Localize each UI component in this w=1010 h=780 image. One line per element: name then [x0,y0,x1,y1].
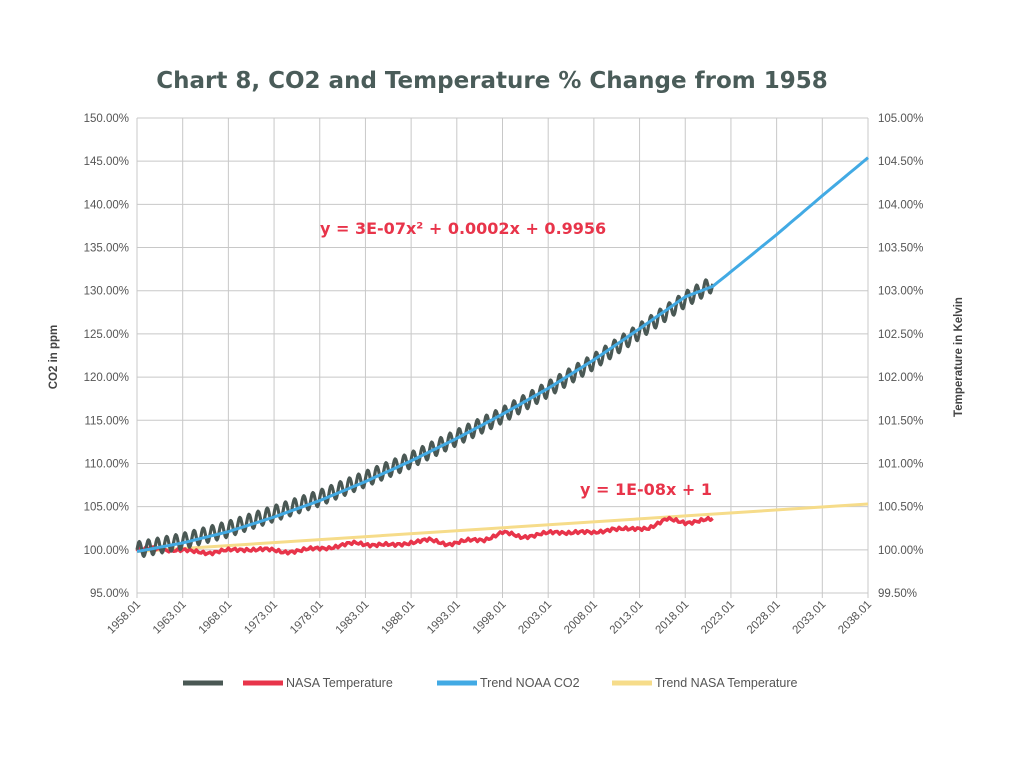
x-tick-label: 1958.01 [105,599,143,637]
x-tick-label: 1993.01 [425,599,463,637]
y-right-tick-label: 103.50% [878,243,923,255]
x-tick-label: 1983.01 [334,599,372,637]
legend-label: Trend NOAA CO2 [480,676,580,690]
legend: NASA Temperature Trend NOAA CO2 Trend NASA… [183,676,797,690]
x-tick-label: 1988.01 [379,599,417,637]
y-left-tick-label: 140.00% [84,199,129,211]
y-left-tick-label: 100.00% [84,545,129,557]
y-right-tick-label: 102.50% [878,329,923,341]
x-tick-label: 2023.01 [699,599,737,637]
y-left-tick-label: 150.00% [84,113,129,125]
y-right-tick-label: 101.50% [878,415,923,427]
x-tick-label: 2008.01 [562,599,600,637]
nasa-temperature-line [135,515,714,557]
trend-noaa-co2-line [136,156,869,553]
x-tick-label: 2003.01 [516,599,554,637]
chart-title: Chart 8, CO2 and Temperature % Change fr… [156,68,828,94]
y-right-tick-label: 100.50% [878,502,923,514]
y-right-tick-label: 102.00% [878,372,923,384]
y-left-tick-label: 145.00% [84,156,129,168]
y-left-tick-label: 135.00% [84,243,129,255]
y-left-tick-label: 95.00% [90,588,129,600]
y-left-tick-label: 115.00% [84,415,129,427]
x-tick-label: 1998.01 [471,599,509,637]
y-right-tick-label: 103.00% [878,286,923,298]
x-tick-label: 1973.01 [242,599,280,637]
x-tick-label: 2013.01 [608,599,646,637]
y-axis-left-title: CO2 in ppm [48,325,60,390]
legend-label: Trend NASA Temperature [655,676,797,690]
y-right-tick-label: 105.00% [878,113,923,125]
y-axis-right-title: Temperature in Kelvin [953,297,965,417]
co2-trend-equation: y = 3E-07x² + 0.0002x + 0.9956 [320,219,606,238]
y-left-tick-label: 110.00% [84,458,129,470]
x-tick-label: 1963.01 [151,599,189,637]
x-tick-label: 2033.01 [791,599,829,637]
legend-label: NASA Temperature [286,676,393,690]
x-tick-label: 1978.01 [288,599,326,637]
x-tick-label: 2028.01 [745,599,783,637]
y-left-tick-label: 105.00% [84,502,129,514]
x-tick-label: 2018.01 [653,599,691,637]
y-right-tick-label: 100.00% [878,545,923,557]
trend-nasa-temperature-line [136,502,869,553]
tick-labels: 95.00% 99.50% 100.00% 100.00% 105.00% 100.50%… [84,113,924,637]
y-right-tick-label: 99.50% [878,588,917,600]
y-right-tick-label: 104.00% [878,199,923,211]
grid [136,117,869,598]
plot-series [135,156,869,558]
y-left-tick-label: 125.00% [84,329,129,341]
x-tick-label: 1968.01 [197,599,235,637]
y-right-tick-label: 101.00% [878,458,923,470]
co2-measured-line [135,278,715,558]
x-tick-label: 2038.01 [836,599,874,637]
y-left-tick-label: 130.00% [84,286,129,298]
y-right-tick-label: 104.50% [878,156,923,168]
y-left-tick-label: 120.00% [84,372,129,384]
temp-trend-equation: y = 1E-08x + 1 [580,480,712,499]
